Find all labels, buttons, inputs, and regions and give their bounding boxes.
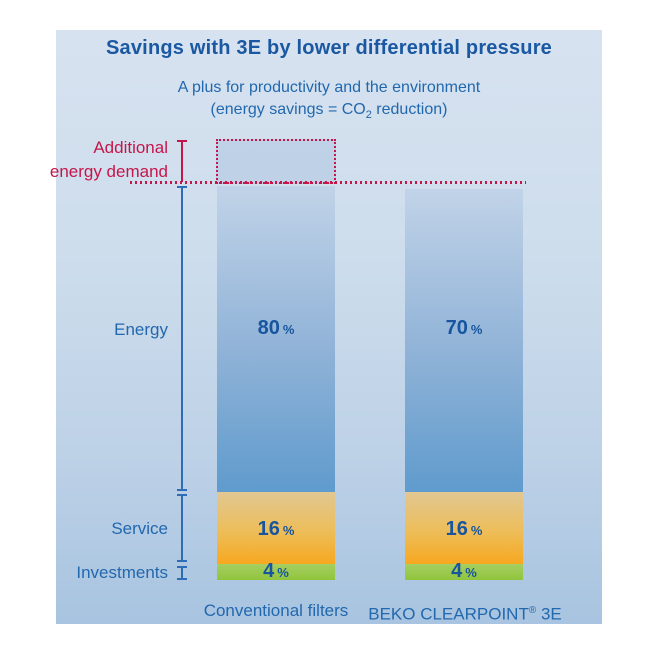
additional-energy-dotted-line	[130, 181, 526, 184]
value-label-clearpoint-energy: 70%	[445, 317, 483, 339]
value-label-conventional-investments: 4%	[263, 560, 289, 582]
service-axis-bracket	[177, 494, 187, 562]
bar-conventional-energy-segment	[217, 186, 335, 492]
bar-beko-clearpoint	[405, 189, 523, 580]
bar-clearpoint-service-segment	[405, 492, 523, 564]
percent-sign: %	[470, 322, 483, 337]
bar-clearpoint-energy-segment	[405, 189, 523, 492]
row-label-service: Service	[111, 519, 168, 538]
subtitle-co2-prefix: (energy savings = CO	[210, 101, 366, 118]
bar-conventional-filters	[217, 186, 335, 580]
value-label-clearpoint-service: 16%	[445, 518, 483, 540]
chart-subtitle-line2: (energy savings = CO2 reduction)	[56, 101, 602, 121]
value-label-conventional-energy: 80%	[257, 317, 295, 339]
subtitle-co2-suffix: reduction)	[371, 101, 448, 118]
value-label-conventional-service: 16%	[257, 518, 295, 540]
percent-sign: %	[282, 523, 295, 538]
energy-axis-bracket	[177, 186, 187, 491]
additional-energy-dashed-box	[216, 139, 336, 184]
registered-trademark-symbol: ®	[528, 605, 537, 616]
bar-clearpoint-investments-segment	[405, 564, 523, 580]
category-label-beko-clearpoint: BEKO CLEARPOINT® 3E	[368, 604, 562, 624]
chart-panel: Savings with 3E by lower differential pr…	[50, 30, 602, 624]
percent-sign: %	[465, 565, 477, 580]
additional-label-line2: energy demand	[49, 162, 168, 181]
bar-conventional-service-segment	[217, 492, 335, 564]
category-label-conventional-filters: Conventional filters	[203, 601, 349, 620]
percent-sign: %	[470, 523, 483, 538]
value-label-clearpoint-investments: 4%	[451, 560, 477, 582]
additional-energy-bracket	[177, 140, 187, 182]
row-label-energy: Energy	[114, 320, 168, 339]
investments-axis-bracket	[177, 566, 187, 580]
bar-conventional-investments-segment	[217, 564, 335, 580]
subtitle-co2-subscript: 2	[365, 109, 372, 122]
additional-energy-demand-label: Additional energy demand	[8, 136, 168, 184]
percent-sign: %	[277, 565, 289, 580]
percent-sign: %	[282, 322, 295, 337]
chart-subtitle-line1: A plus for productivity and the environm…	[177, 79, 481, 96]
row-label-investments: Investments	[76, 563, 168, 582]
chart-title: Savings with 3E by lower differential pr…	[106, 37, 552, 59]
additional-label-line1: Additional	[93, 138, 168, 157]
